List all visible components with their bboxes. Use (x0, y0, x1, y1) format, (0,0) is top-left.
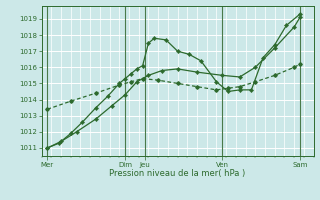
X-axis label: Pression niveau de la mer( hPa ): Pression niveau de la mer( hPa ) (109, 169, 246, 178)
